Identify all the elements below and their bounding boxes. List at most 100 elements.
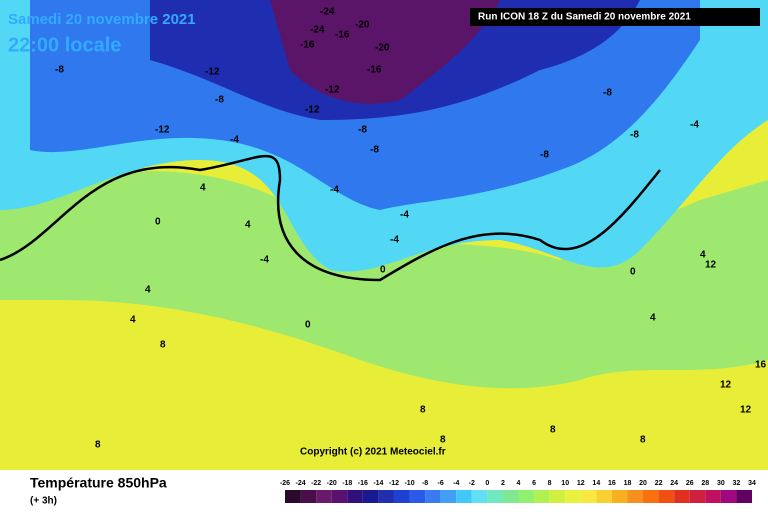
legend-label: -6 bbox=[438, 480, 444, 487]
isotherm-label: 4 bbox=[700, 250, 706, 261]
isotherm-label: -8 bbox=[603, 88, 612, 99]
isotherm-label: -16 bbox=[367, 65, 382, 76]
legend-label: 34 bbox=[748, 480, 756, 487]
isotherm-label: -20 bbox=[375, 43, 390, 54]
isotherm-label: -12 bbox=[155, 125, 170, 136]
legend-label: -2 bbox=[469, 480, 475, 487]
legend-swatch bbox=[362, 490, 379, 503]
legend-swatch bbox=[347, 490, 363, 503]
isotherm-label: -24 bbox=[320, 7, 335, 18]
isotherm-label: -16 bbox=[335, 30, 350, 41]
isotherm-label: 8 bbox=[440, 435, 446, 446]
isotherm-label: -12 bbox=[305, 105, 320, 116]
isotherm-label: -12 bbox=[325, 85, 340, 96]
legend-swatch bbox=[565, 490, 581, 503]
legend-label: 4 bbox=[517, 480, 521, 487]
run-banner bbox=[470, 8, 760, 26]
isotherm-label: 8 bbox=[550, 425, 556, 436]
isotherm-label: -8 bbox=[540, 150, 549, 161]
isotherm-label: 4 bbox=[145, 285, 151, 296]
isotherm-label: -4 bbox=[260, 255, 269, 266]
isotherm-label: -8 bbox=[358, 125, 367, 136]
isotherm-label: -4 bbox=[390, 235, 399, 246]
legend-label: -16 bbox=[358, 480, 368, 487]
legend-label: 20 bbox=[639, 480, 647, 487]
isotherm-label: -8 bbox=[55, 65, 64, 76]
footer-title: Température 850hPa bbox=[30, 475, 167, 491]
isotherm-label: 8 bbox=[95, 440, 101, 451]
isotherm-label: -4 bbox=[690, 120, 699, 131]
legend-label: 16 bbox=[608, 480, 616, 487]
legend-swatch bbox=[425, 490, 441, 503]
legend-label: 24 bbox=[670, 480, 678, 487]
legend-label: 32 bbox=[733, 480, 741, 487]
legend-swatch bbox=[300, 490, 317, 503]
isotherm-label: 8 bbox=[160, 340, 166, 351]
legend-swatch bbox=[736, 490, 752, 503]
time: 22:00 locale bbox=[8, 34, 121, 56]
isotherm-label: -8 bbox=[370, 145, 379, 156]
legend-swatch bbox=[643, 490, 659, 503]
legend-label: -10 bbox=[404, 480, 414, 487]
isotherm-label: 12 bbox=[705, 260, 717, 271]
legend-swatch bbox=[393, 490, 410, 503]
isotherm-label: 4 bbox=[650, 313, 656, 324]
legend-label: 12 bbox=[577, 480, 585, 487]
legend-swatch bbox=[378, 490, 394, 503]
legend-swatch bbox=[487, 490, 503, 503]
legend-label: -22 bbox=[311, 480, 321, 487]
legend-swatch bbox=[440, 490, 457, 503]
legend-label: 26 bbox=[686, 480, 694, 487]
zero-isotherm bbox=[0, 154, 661, 282]
legend-label: 8 bbox=[548, 480, 552, 487]
isotherm-label: -20 bbox=[355, 20, 370, 31]
legend-label: -20 bbox=[327, 480, 337, 487]
legend-label: -12 bbox=[389, 480, 399, 487]
legend-swatch bbox=[720, 490, 737, 503]
isotherm-label: -4 bbox=[400, 210, 409, 221]
legend-label: 22 bbox=[655, 480, 663, 487]
isotherm-label: -8 bbox=[215, 95, 224, 106]
isotherm-label: -16 bbox=[300, 40, 315, 51]
isotherm-label: -24 bbox=[310, 25, 325, 36]
isotherm-label: -4 bbox=[230, 135, 239, 146]
legend-swatch bbox=[627, 490, 644, 503]
legend-swatch bbox=[502, 490, 519, 503]
isotherm-label: 12 bbox=[740, 405, 752, 416]
legend-label: 30 bbox=[717, 480, 725, 487]
isotherm-label: 16 bbox=[755, 360, 767, 371]
isotherm-label: -12 bbox=[205, 67, 220, 78]
legend-swatch bbox=[518, 490, 535, 503]
legend-swatch bbox=[611, 490, 628, 503]
date: Samedi 20 novembre 2021 bbox=[8, 11, 196, 28]
legend-label: -8 bbox=[422, 480, 428, 487]
legend-label: 2 bbox=[501, 480, 505, 487]
legend-label: 6 bbox=[532, 480, 536, 487]
isotherm-label: -4 bbox=[330, 185, 339, 196]
legend-label: -18 bbox=[342, 480, 352, 487]
legend-label: -4 bbox=[453, 480, 459, 487]
legend-swatch bbox=[596, 490, 612, 503]
legend-swatch bbox=[456, 490, 472, 503]
isotherm-label: 4 bbox=[130, 315, 136, 326]
legend-swatch bbox=[689, 490, 706, 503]
isotherm-label: 12 bbox=[720, 380, 732, 391]
legend-swatch bbox=[409, 490, 426, 503]
run-info: Run ICON 18 Z du Samedi 20 novembre 2021 bbox=[478, 12, 691, 23]
legend-swatch bbox=[549, 490, 566, 503]
legend-swatch bbox=[580, 490, 597, 503]
legend-swatch bbox=[705, 490, 721, 503]
isotherm-label: 4 bbox=[200, 183, 206, 194]
isotherm-label: 0 bbox=[305, 320, 311, 331]
green-zone bbox=[0, 171, 768, 389]
isotherm-label: 8 bbox=[640, 435, 646, 446]
isotherm-label: -8 bbox=[630, 130, 639, 141]
isotherm-label: 8 bbox=[420, 405, 426, 416]
isotherm-label: 0 bbox=[380, 265, 386, 276]
legend-label: 14 bbox=[592, 480, 600, 487]
legend-label: -26 bbox=[280, 480, 290, 487]
legend-label: 0 bbox=[485, 480, 489, 487]
copyright: Copyright (c) 2021 Meteociel.fr bbox=[300, 447, 446, 458]
legend-swatch bbox=[316, 490, 332, 503]
